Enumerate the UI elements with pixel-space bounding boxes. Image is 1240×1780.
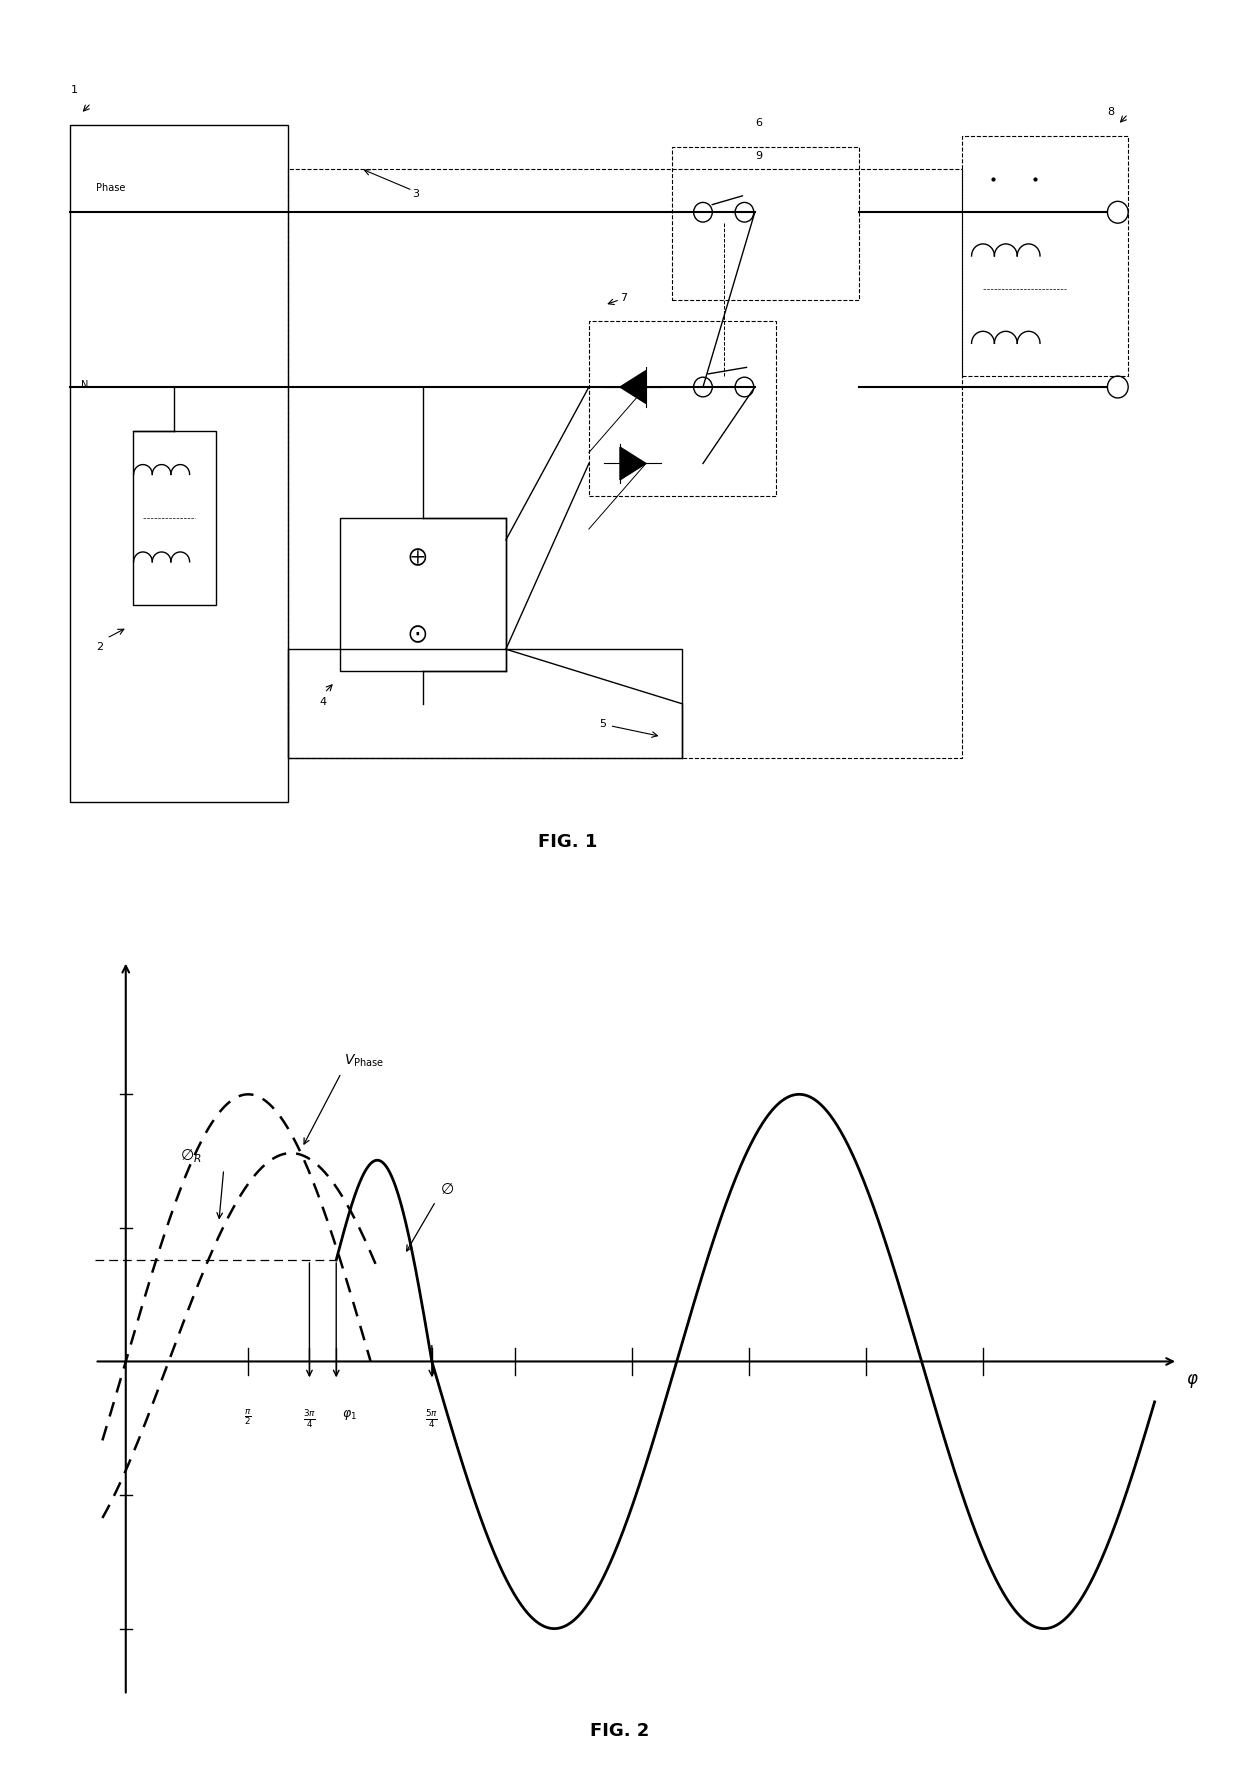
Text: 7: 7 xyxy=(620,292,627,303)
Polygon shape xyxy=(620,372,646,404)
Text: N: N xyxy=(81,379,88,390)
Text: $\varphi_1$: $\varphi_1$ xyxy=(342,1406,357,1420)
Text: $\varnothing_R$: $\varnothing_R$ xyxy=(180,1146,201,1164)
Text: 5: 5 xyxy=(599,719,606,728)
Bar xyxy=(133,431,216,607)
Text: 6: 6 xyxy=(755,117,761,128)
Text: $V_{\mathregular{Phase}}$: $V_{\mathregular{Phase}}$ xyxy=(343,1052,383,1068)
Text: $\frac{3\pi}{4}$: $\frac{3\pi}{4}$ xyxy=(303,1406,316,1429)
Text: FIG. 2: FIG. 2 xyxy=(590,1721,650,1739)
Text: 8: 8 xyxy=(1107,107,1115,117)
Bar xyxy=(962,137,1128,377)
Bar xyxy=(288,650,682,758)
Text: $\varnothing$: $\varnothing$ xyxy=(440,1182,454,1196)
Text: FIG. 1: FIG. 1 xyxy=(538,833,598,851)
Bar xyxy=(288,169,962,758)
Text: Phase: Phase xyxy=(97,183,125,194)
Bar xyxy=(589,322,775,497)
Text: 3: 3 xyxy=(413,189,419,199)
Text: 1: 1 xyxy=(71,85,77,94)
Text: $\varphi$: $\varphi$ xyxy=(1185,1371,1199,1390)
Text: $\frac{5\pi}{4}$: $\frac{5\pi}{4}$ xyxy=(425,1406,438,1429)
Text: 2: 2 xyxy=(97,643,103,651)
Text: 9: 9 xyxy=(755,151,761,160)
Polygon shape xyxy=(620,449,646,481)
Text: $\bigodot$: $\bigodot$ xyxy=(408,623,428,644)
Text: 4: 4 xyxy=(319,696,326,707)
Text: $\frac{\pi}{2}$: $\frac{\pi}{2}$ xyxy=(244,1406,252,1426)
Bar xyxy=(672,148,858,301)
Bar xyxy=(71,126,288,803)
Bar xyxy=(340,518,506,671)
Text: $\bigoplus$: $\bigoplus$ xyxy=(408,546,428,568)
